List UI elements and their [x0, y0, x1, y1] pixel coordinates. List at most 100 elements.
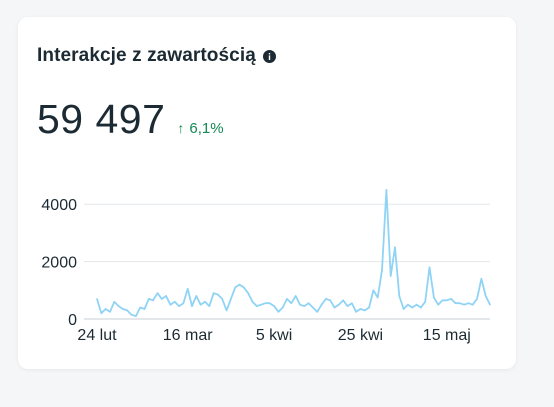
data-point: [238, 283, 241, 286]
data-point: [255, 305, 258, 307]
card-title: Interakcje z zawartością: [37, 45, 256, 66]
data-point: [281, 306, 284, 309]
data-point: [113, 300, 116, 303]
data-point: [204, 300, 206, 303]
data-point: [411, 306, 414, 309]
x-tick-label: 25 kwi: [338, 327, 383, 344]
data-point: [307, 302, 310, 305]
data-point: [135, 315, 137, 317]
data-point: [260, 303, 262, 306]
data-point: [446, 299, 448, 302]
data-point: [458, 302, 461, 305]
data-point: [376, 296, 379, 299]
data-point: [148, 298, 150, 300]
data-point: [415, 303, 418, 306]
change-value: 6,1%: [189, 120, 224, 137]
data-point: [221, 298, 224, 300]
data-point: [402, 308, 405, 310]
data-point: [329, 299, 332, 302]
data-point: [312, 306, 314, 309]
data-point: [169, 303, 172, 306]
data-point: [407, 303, 409, 306]
data-point: [463, 303, 465, 306]
data-point: [247, 292, 249, 294]
data-point: [385, 189, 388, 191]
data-point: [489, 303, 491, 306]
data-point: [122, 308, 124, 310]
data-point: [217, 293, 219, 296]
data-point: [325, 298, 327, 300]
data-point: [333, 306, 336, 309]
data-point: [484, 295, 487, 297]
data-point: [199, 303, 202, 306]
data-point: [165, 295, 167, 297]
x-tick-label: 16 mar: [163, 327, 213, 344]
data-point: [139, 306, 141, 309]
data-point: [109, 311, 111, 313]
data-point: [433, 296, 435, 299]
data-point: [454, 302, 457, 305]
data-point: [351, 302, 353, 305]
data-point: [173, 300, 176, 303]
data-point: [398, 295, 401, 297]
data-point: [191, 305, 193, 307]
data-point: [160, 298, 163, 300]
data-point: [394, 246, 396, 249]
x-tick-label: 15 maj: [423, 327, 471, 344]
data-point: [130, 313, 133, 316]
metric-row: 59 497 ↑ 6,1%: [37, 96, 224, 143]
data-point: [100, 312, 103, 315]
data-point: [441, 299, 444, 302]
data-point: [268, 302, 271, 305]
metric-value: 59 497: [37, 96, 166, 142]
data-point: [359, 308, 362, 310]
data-point: [342, 299, 344, 302]
data-point: [195, 295, 198, 297]
data-point: [450, 298, 452, 300]
data-point: [316, 311, 319, 313]
x-tick-label: 5 kwi: [256, 327, 292, 344]
data-point: [178, 305, 180, 307]
data-point: [96, 298, 98, 300]
data-point: [126, 309, 129, 312]
data-point: [389, 275, 392, 277]
data-point: [424, 300, 427, 303]
data-point: [303, 305, 306, 307]
data-point: [437, 303, 439, 306]
data-point: [104, 308, 107, 310]
data-point: [117, 305, 120, 307]
y-tick-label: 4000: [41, 197, 77, 214]
card-header: Interakcje z zawartością: [37, 45, 276, 67]
data-point: [234, 286, 236, 289]
data-point: [363, 309, 366, 312]
y-tick-label: 2000: [41, 255, 77, 272]
info-icon[interactable]: [262, 49, 276, 63]
data-point: [381, 269, 383, 272]
data-point: [182, 302, 185, 305]
data-point: [471, 303, 474, 306]
data-point: [476, 298, 478, 300]
data-point: [208, 305, 211, 307]
data-point: [273, 305, 275, 307]
data-point: [286, 298, 288, 300]
data-point: [243, 286, 245, 289]
data-point: [346, 305, 349, 307]
data-point: [186, 288, 189, 290]
data-point: [420, 306, 422, 309]
data-point: [355, 311, 357, 313]
data-point: [428, 266, 431, 269]
data-point: [294, 295, 297, 297]
data-point: [156, 292, 159, 294]
data-point: [251, 300, 254, 303]
data-point: [368, 306, 370, 309]
data-point: [480, 278, 483, 280]
data-point: [143, 308, 146, 310]
data-point: [338, 303, 340, 306]
data-point: [320, 303, 323, 306]
data-point: [467, 302, 470, 305]
arrow-up-icon: ↑: [177, 120, 185, 136]
data-point: [264, 302, 267, 305]
data-point: [212, 292, 215, 294]
data-point: [225, 309, 228, 312]
